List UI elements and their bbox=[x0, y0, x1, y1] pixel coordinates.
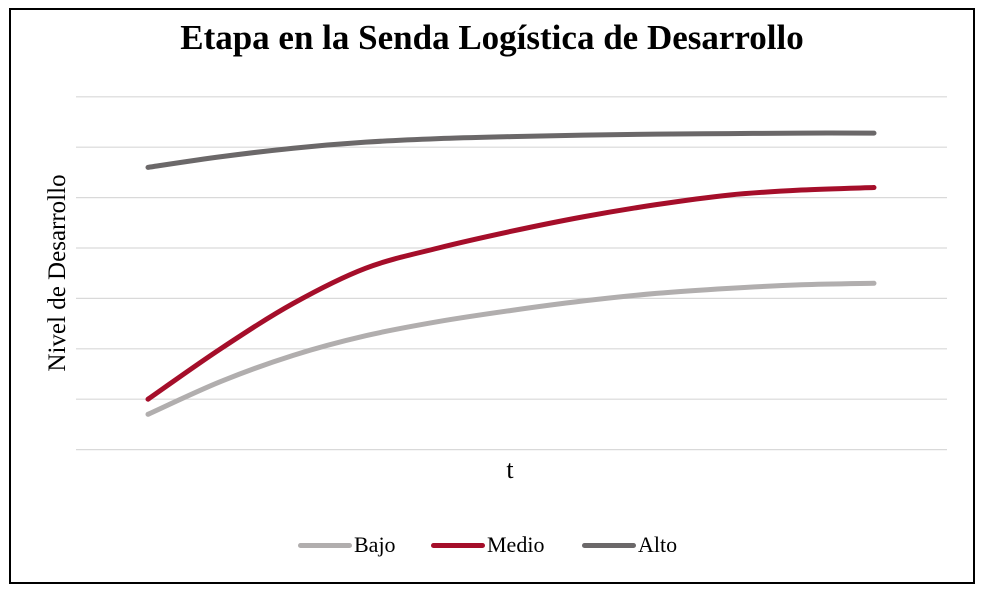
legend-item-bajo: Bajo bbox=[298, 530, 396, 560]
legend-label: Bajo bbox=[354, 532, 396, 557]
legend-label: Medio bbox=[487, 532, 545, 557]
legend-label: Alto bbox=[638, 532, 678, 557]
gridlines bbox=[76, 96, 947, 451]
legend-item-alto: Alto bbox=[582, 530, 677, 560]
series-lines bbox=[145, 130, 877, 417]
legend-swatch bbox=[582, 542, 636, 548]
legend-swatch bbox=[298, 542, 352, 548]
legend-item-medio: Medio bbox=[431, 530, 544, 560]
legend-swatch bbox=[431, 542, 485, 548]
legend: Bajo Medio Alto bbox=[0, 530, 984, 560]
series-line-alto bbox=[145, 130, 877, 170]
series-line-medio bbox=[145, 185, 877, 402]
chart-frame bbox=[9, 8, 975, 584]
series-line-bajo bbox=[145, 280, 877, 417]
chart-title: Etapa en la Senda Logística de Desarroll… bbox=[180, 18, 804, 57]
x-axis-label: t bbox=[506, 455, 514, 484]
